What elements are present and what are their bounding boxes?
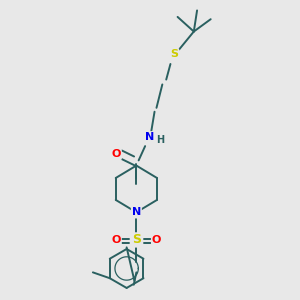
Text: O: O	[112, 235, 121, 245]
Text: S: S	[170, 49, 178, 59]
Text: O: O	[152, 235, 161, 245]
Text: N: N	[132, 207, 141, 217]
Text: S: S	[132, 233, 141, 246]
Text: H: H	[156, 135, 164, 145]
Text: N: N	[146, 132, 154, 142]
Text: O: O	[112, 149, 121, 159]
